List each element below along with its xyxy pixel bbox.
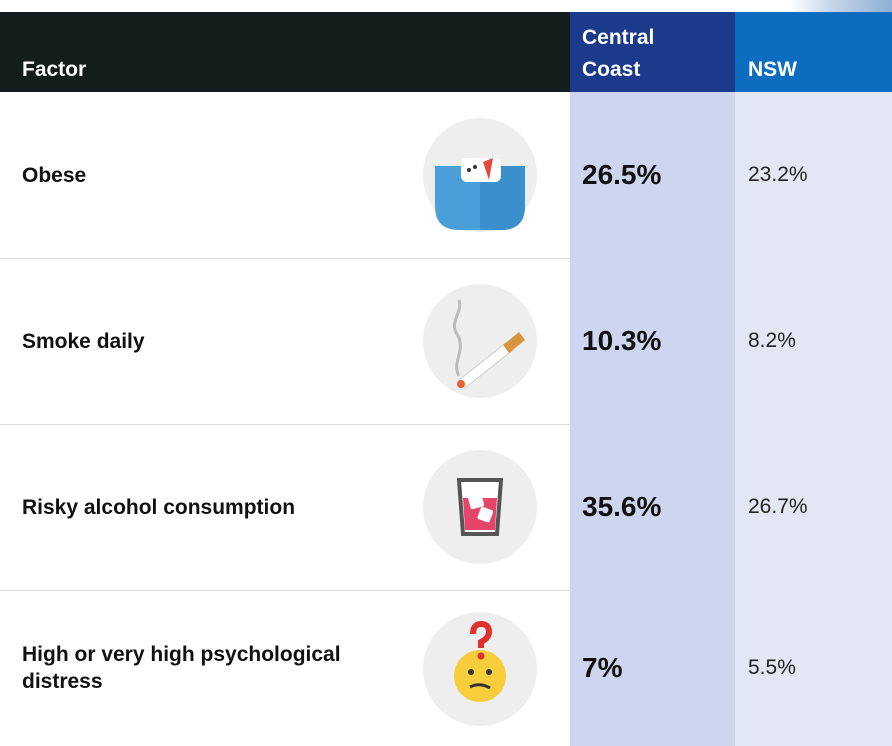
header-cell: Central Coast (582, 12, 702, 92)
central-coast-value: 26.5% (582, 92, 732, 258)
central-coast-value: 10.3% (582, 258, 732, 424)
nsw-value: 8.2% (748, 258, 888, 424)
header-cell: Factor (22, 12, 322, 92)
factor: Smoke daily (22, 258, 392, 424)
header-cell: NSW (748, 12, 868, 92)
page: Factor Central Coast NSW Obese 26.5% 23.… (0, 0, 892, 746)
cigarette-icon (423, 284, 537, 398)
distress-icon (423, 612, 537, 726)
nsw-value: 5.5% (748, 590, 888, 746)
factor: High or very high psychological distress (22, 590, 392, 746)
header-image (790, 0, 892, 12)
factor: Obese (22, 92, 392, 258)
scale-icon (423, 118, 537, 232)
nsw-value: 23.2% (748, 92, 888, 258)
factor: Risky alcohol consumption (22, 424, 392, 590)
nsw-value: 26.7% (748, 424, 888, 590)
central-coast-value: 35.6% (582, 424, 732, 590)
central-coast-value: 7% (582, 590, 732, 746)
glass-icon (423, 450, 537, 564)
